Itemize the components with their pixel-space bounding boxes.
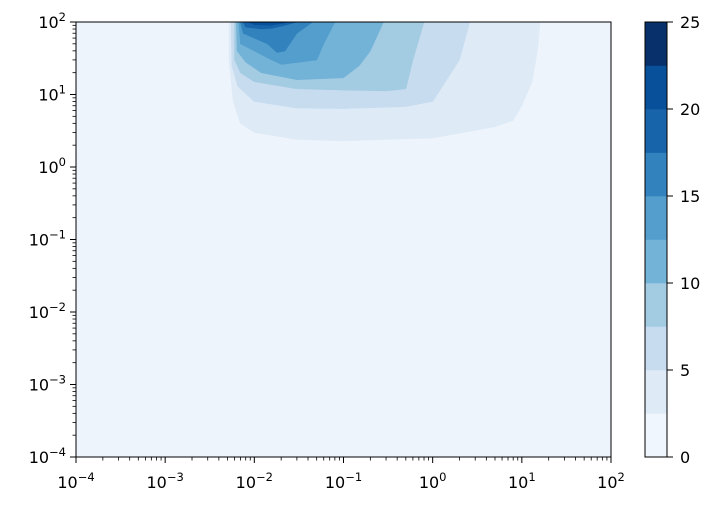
y-tick-label: 10−3 <box>29 373 66 395</box>
colorbar-band <box>645 283 667 327</box>
y-tick-label: 102 <box>38 10 66 32</box>
x-axis: 10−4 10−3 10−2 10−1 100 101 102 <box>57 457 625 492</box>
colorbar-band <box>645 413 667 458</box>
contour-level-15 <box>240 22 313 53</box>
colorbar-band <box>645 370 667 414</box>
colorbar-tick-label: 5 <box>680 361 690 380</box>
plot-area <box>75 21 612 458</box>
colorbar-band <box>645 109 667 153</box>
colorbar-band <box>645 326 667 371</box>
y-tick-label: 10−4 <box>29 445 66 467</box>
contour-regions <box>228 22 541 142</box>
y-tick-label: 101 <box>38 83 66 105</box>
x-tick-label: 102 <box>597 470 625 492</box>
x-tick-label: 101 <box>508 470 536 492</box>
colorbar-tick-label: 10 <box>680 274 700 293</box>
y-axis: 10−4 10−3 10−2 10−1 100 101 102 <box>29 10 76 467</box>
colorbar-band <box>645 65 667 110</box>
colorbar-tick-label: 15 <box>680 187 700 206</box>
colorbar-band <box>645 152 667 197</box>
y-tick-label: 10−1 <box>29 228 66 250</box>
x-tick-label: 10−1 <box>325 470 362 492</box>
colorbar: 0 5 10 15 20 25 <box>644 13 700 467</box>
colorbar-band <box>645 196 667 240</box>
x-tick-label: 10−4 <box>57 470 94 492</box>
y-tick-label: 100 <box>38 155 66 177</box>
colorbar-frame <box>644 21 668 458</box>
colorbar-band <box>645 22 667 66</box>
y-tick-label: 10−2 <box>29 300 66 322</box>
x-tick-label: 10−3 <box>147 470 184 492</box>
x-tick-label: 10−2 <box>236 470 273 492</box>
colorbar-band <box>645 239 667 284</box>
colorbar-tick-label: 20 <box>680 100 700 119</box>
colorbar-tick-label: 0 <box>680 448 690 467</box>
x-tick-label: 100 <box>419 470 447 492</box>
colorbar-tick-label: 25 <box>680 13 700 32</box>
